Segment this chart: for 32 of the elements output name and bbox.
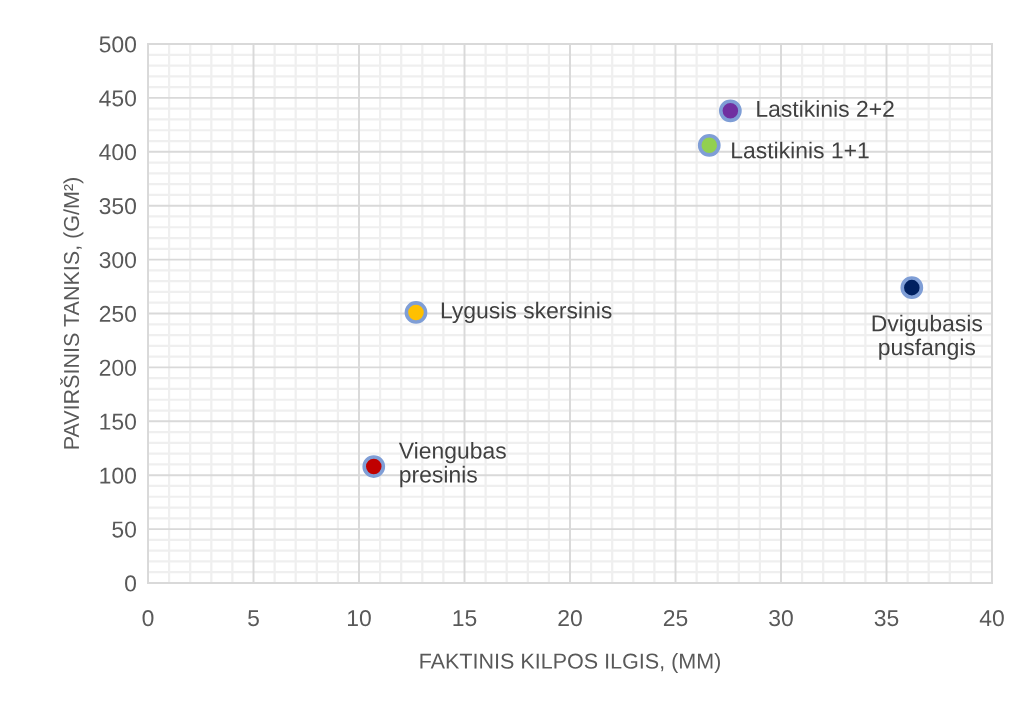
y-tick-label: 250: [99, 305, 136, 323]
y-axis-title: PAVIRŠINIS TANKIS, (G/M²): [60, 178, 84, 449]
x-tick-label: 35: [874, 609, 899, 627]
point: [900, 276, 924, 300]
y-tick-label: 500: [99, 36, 136, 53]
y-tick-label: 150: [100, 413, 136, 430]
series-label: Lastikinis 1+1: [732, 141, 869, 159]
y-tick-label: 450: [99, 90, 136, 107]
y-tick-label: 350: [99, 198, 136, 215]
point: [697, 133, 721, 157]
series-label: Dvigubasis pusfangis: [872, 314, 983, 360]
x-tick-label: 15: [453, 610, 477, 627]
x-tick-label: 40: [979, 609, 1004, 627]
y-tick-label: 200: [99, 359, 136, 376]
y-tick-label: 300: [99, 251, 136, 269]
point: [404, 301, 428, 324]
series-label: Lygusis skersinis: [441, 301, 612, 324]
point: [362, 455, 386, 478]
series-label: Viengubas presinis: [398, 441, 506, 488]
x-tick-label: 25: [663, 609, 688, 627]
series-label: Lastikinis 2+2: [757, 100, 894, 117]
y-tick-label: 0: [125, 575, 136, 592]
x-axis-title: FAKTINIS KILPOS ILGIS, (MM): [420, 652, 720, 674]
point: [718, 99, 742, 123]
y-tick-label: 400: [99, 144, 136, 161]
x-tick-label: 5: [248, 610, 259, 627]
y-tick-label: 50: [112, 521, 136, 538]
y-tick-label: 100: [100, 467, 136, 484]
x-tick-label: 20: [558, 609, 582, 627]
x-tick-label: 10: [348, 609, 371, 627]
x-tick-label: 30: [769, 609, 793, 627]
x-tick-label: 0: [142, 609, 154, 627]
